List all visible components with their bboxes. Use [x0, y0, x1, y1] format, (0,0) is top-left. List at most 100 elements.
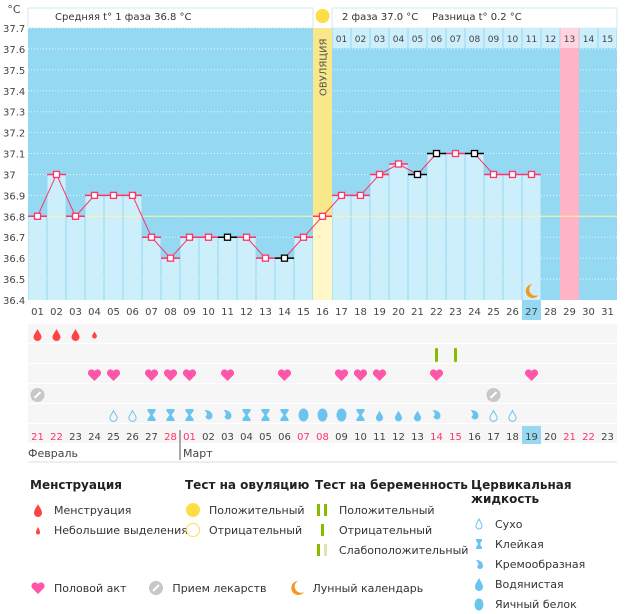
phase2-day-cell	[522, 28, 541, 48]
phase2-day-cell	[370, 28, 389, 48]
cervical-sticky-icon	[166, 409, 175, 421]
temperature-bar	[123, 195, 142, 300]
cycle-day-label: 27	[525, 307, 538, 318]
spotting-icon	[92, 331, 97, 339]
creamy-icon	[476, 560, 483, 569]
date-label: 08	[316, 432, 329, 443]
cycle-day-label: 18	[354, 307, 367, 318]
temperature-point	[280, 254, 289, 262]
temperature-bar	[503, 174, 522, 300]
date-label: 11	[373, 432, 386, 443]
phase2-day-cell	[408, 28, 427, 48]
cycle-day-label: 28	[544, 307, 557, 318]
temperature-point	[470, 149, 479, 158]
symbol-row	[28, 344, 617, 363]
heart-icon	[353, 369, 368, 381]
phase2-day-label: 09	[488, 35, 500, 45]
phase2-day-cell	[389, 28, 408, 48]
heart-icon	[144, 369, 159, 381]
heart-icon	[87, 369, 102, 381]
temperature-point	[527, 170, 536, 179]
symbol-row	[28, 384, 617, 403]
temperature-bar	[104, 195, 123, 300]
heart-icon	[163, 369, 178, 381]
legend-label: Положительный	[339, 503, 435, 517]
ovulation-bar	[313, 216, 332, 300]
temperature-bar	[408, 174, 427, 300]
cervical-creamy-icon	[204, 410, 213, 420]
legend-label: Отрицательный	[339, 523, 433, 537]
date-label: 23	[69, 432, 82, 443]
date-label: 15	[449, 432, 462, 443]
y-tick-label: 36.8	[3, 212, 25, 223]
cervical-creamy-icon	[223, 410, 232, 420]
temperature-point	[299, 233, 308, 241]
y-tick-label: 37.1	[3, 150, 25, 161]
cervical-egg-icon	[298, 408, 309, 422]
temperature-point	[242, 233, 251, 241]
cycle-day-label: 06	[126, 307, 139, 318]
bbt-chart: °C Средняя t° 1 фаза 36.8 °C 2 фаза 37.0 °…	[3, 3, 618, 463]
cycle-day-label: 31	[601, 307, 614, 318]
y-tick-label: 37.6	[3, 45, 25, 56]
pregnancy-test-icon	[454, 348, 457, 362]
temperature-point	[33, 212, 42, 220]
date-label: 04	[240, 432, 253, 443]
phase2-day-cell	[332, 28, 351, 48]
legend-label: Прием лекарств	[172, 581, 267, 595]
date-label: 14	[430, 432, 443, 443]
cycle-day-label: 01	[31, 307, 44, 318]
cycle-day-label: 17	[335, 307, 348, 318]
heart-icon	[220, 369, 235, 381]
y-tick-label: 37.5	[3, 66, 25, 77]
heart-icon	[429, 369, 444, 381]
cycle-day-label: 19	[373, 307, 386, 318]
cycle-day-label: 05	[107, 307, 120, 318]
temperature-bar	[66, 216, 85, 300]
cycle-day-label: 04	[88, 307, 101, 318]
cycle-day-label: 11	[221, 307, 234, 318]
pill-stripe	[33, 391, 42, 399]
pill-icon	[149, 581, 164, 595]
cycle-day-label: 26	[506, 307, 519, 318]
month-label: Февраль	[28, 447, 78, 460]
temperature-point	[413, 170, 422, 179]
phase2-day-label: 05	[412, 35, 423, 45]
sun-positive-icon	[186, 503, 200, 517]
legend-label: Небольшие выделения	[54, 523, 188, 537]
date-label: 05	[259, 432, 272, 443]
y-tick-label: 36.4	[3, 296, 25, 307]
temperature-point	[204, 233, 213, 241]
current-day-highlight	[522, 300, 541, 320]
temperature-point	[71, 212, 80, 220]
temperature-point	[508, 170, 517, 179]
date-label: 01	[183, 432, 196, 443]
symbol-row	[28, 424, 617, 443]
date-label: 22	[582, 432, 595, 443]
temperature-bar	[199, 237, 218, 300]
cervical-sticky-icon	[356, 409, 365, 421]
date-label: 09	[335, 432, 348, 443]
date-label: 28	[164, 432, 177, 443]
temperature-bar	[161, 258, 180, 300]
cervical-sticky-icon	[261, 409, 270, 421]
date-label: 02	[202, 432, 215, 443]
date-label: 27	[145, 432, 158, 443]
date-label: 24	[88, 432, 101, 443]
cervical-watery-icon	[413, 410, 422, 422]
cycle-day-label: 25	[487, 307, 500, 318]
date-label: 23	[601, 432, 614, 443]
legend-label: Менструация	[54, 503, 132, 517]
symbol-row	[28, 324, 617, 343]
date-label: 07	[297, 432, 310, 443]
date-label: 12	[392, 432, 405, 443]
cycle-day-label: 12	[240, 307, 253, 318]
cycle-day-label: 03	[69, 307, 82, 318]
current-date-highlight	[522, 426, 541, 444]
phase2-average: 2 фаза 37.0 °C	[342, 12, 418, 23]
temperature-bar	[294, 237, 313, 300]
cycle-day-label: 30	[582, 307, 595, 318]
temperature-bar	[218, 237, 237, 300]
cycle-day-label: 08	[164, 307, 177, 318]
temperature-bar	[484, 174, 503, 300]
